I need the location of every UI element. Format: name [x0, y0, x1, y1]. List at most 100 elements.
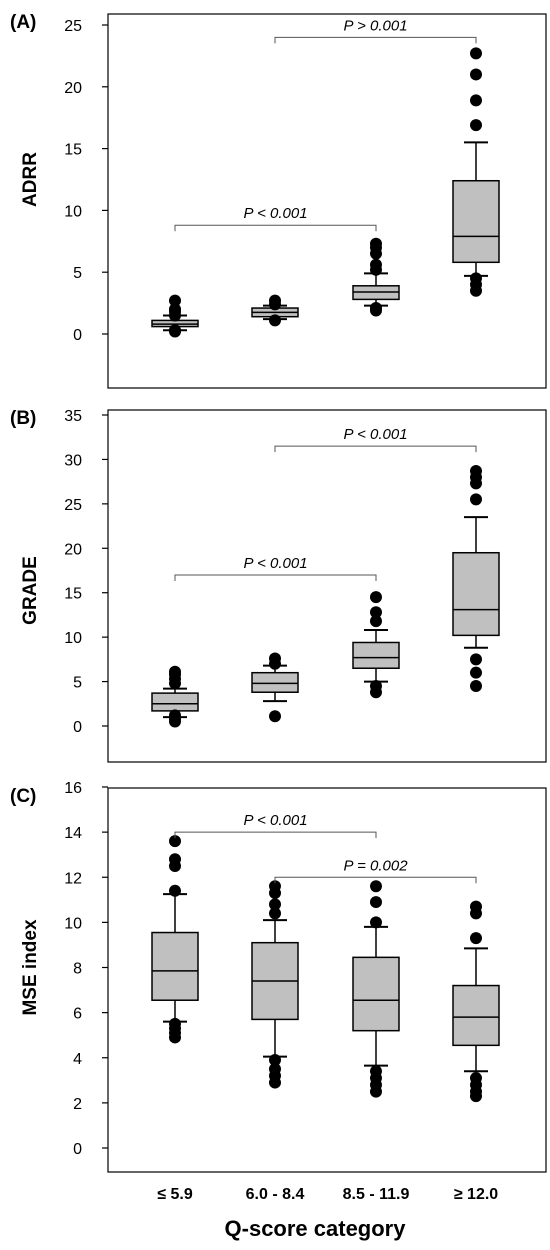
y-tick-label: 2 [73, 1096, 82, 1113]
box-iqr [151, 692, 199, 712]
outlier-point [470, 272, 482, 285]
outlier-point [269, 898, 281, 911]
y-axis-label: GRADE [20, 556, 41, 625]
outlier-point [470, 653, 482, 666]
y-tick-label: 0 [73, 1141, 82, 1158]
y-tick-label: 30 [64, 452, 82, 469]
outlier-point [169, 853, 181, 866]
box-1 [151, 294, 199, 338]
outlier-point [370, 606, 382, 619]
box-2 [251, 652, 299, 723]
outlier-point [470, 94, 482, 107]
outlier-point [370, 302, 382, 315]
y-tick-label: 10 [64, 630, 82, 647]
outlier-point [169, 294, 181, 307]
significance-annotation: P < 0.001 [274, 426, 477, 453]
outlier-point [169, 835, 181, 848]
outlier-point [370, 1065, 382, 1078]
plot-frame [107, 787, 547, 1173]
outlier-point [370, 896, 382, 909]
x-axis-title: Q-score category [225, 1216, 407, 1241]
box-3 [352, 237, 400, 317]
box-1 [151, 835, 199, 1044]
annotation-label: P < 0.001 [243, 812, 307, 829]
outlier-point [269, 1063, 281, 1076]
y-tick-label: 6 [73, 1006, 82, 1023]
outlier-point [169, 324, 181, 337]
panel-a: (A) ADRR 0 5 10 15 20 25 P < 0.001 P > 0.001 [10, 12, 547, 389]
outlier-point [269, 314, 281, 327]
significance-annotation: P < 0.001 [174, 205, 377, 232]
y-tick-label: 5 [73, 265, 82, 282]
outlier-point [470, 680, 482, 693]
outlier-point [269, 652, 281, 665]
outlier-point [470, 464, 482, 477]
plot-frame [107, 409, 547, 763]
significance-annotation: P < 0.001 [174, 812, 377, 839]
outlier-point [470, 119, 482, 132]
y-tick-label: 14 [64, 825, 82, 842]
y-axis-label: ADRR [20, 152, 41, 207]
annotation-label: P < 0.001 [243, 555, 307, 572]
outlier-point [470, 1072, 482, 1085]
outlier-point [470, 68, 482, 81]
x-category-label: 6.0 - 8.4 [246, 1186, 305, 1203]
outlier-point [370, 680, 382, 693]
annotation-label: P < 0.001 [343, 426, 407, 443]
y-tick-label: 4 [73, 1051, 82, 1068]
box-4 [452, 464, 500, 693]
box-iqr [352, 956, 400, 1032]
box-3 [352, 880, 400, 1098]
panel-c: (C) MSE index 0 2 4 6 8 10 12 14 16 P < 0.001 P = 0.… [10, 780, 547, 1173]
annotation-bracket [174, 574, 377, 581]
annotation-label: P = 0.002 [343, 857, 408, 874]
annotation-bracket [274, 445, 477, 453]
outlier-point [370, 916, 382, 929]
y-tick-label: 10 [64, 915, 82, 932]
significance-annotation: P = 0.002 [274, 857, 477, 884]
box-2 [251, 880, 299, 1089]
outlier-point [269, 880, 281, 893]
significance-annotation: P > 0.001 [274, 17, 477, 44]
plot-frame [107, 13, 547, 389]
outlier-point [269, 1054, 281, 1067]
y-tick-label: 20 [64, 80, 82, 97]
outlier-point [169, 709, 181, 722]
significance-annotation: P < 0.001 [174, 555, 377, 581]
outlier-point [370, 237, 382, 250]
outlier-point [470, 493, 482, 506]
outlier-point [470, 900, 482, 913]
y-tick-label: 20 [64, 541, 82, 558]
y-tick-label: 25 [64, 18, 82, 35]
y-tick-label: 8 [73, 961, 82, 978]
x-category-label: ≥ 12.0 [454, 1186, 498, 1203]
annotation-label: P < 0.001 [243, 205, 307, 222]
y-tick-label: 35 [64, 408, 82, 425]
outlier-point [169, 1017, 181, 1030]
box-3 [352, 591, 400, 699]
outlier-point [370, 258, 382, 271]
x-category-label: ≤ 5.9 [157, 1186, 193, 1203]
outlier-point [370, 880, 382, 893]
box-iqr [352, 641, 400, 669]
box-4 [452, 900, 500, 1103]
x-category-label: 8.5 - 11.9 [343, 1186, 410, 1203]
y-tick-label: 16 [64, 780, 82, 797]
y-tick-label: 12 [64, 870, 82, 887]
box-iqr [452, 551, 500, 637]
y-tick-label: 5 [73, 675, 82, 692]
y-tick-label: 25 [64, 497, 82, 514]
box-iqr [151, 931, 199, 1001]
panel-label: (C) [10, 786, 36, 807]
outlier-point [269, 294, 281, 307]
box-iqr [452, 179, 500, 264]
annotation-bracket [274, 36, 477, 44]
outlier-point [269, 710, 281, 723]
y-tick-label: 15 [64, 142, 82, 159]
box-1 [151, 665, 199, 728]
box-iqr [452, 984, 500, 1047]
box-2 [251, 294, 299, 327]
outlier-point [470, 932, 482, 945]
